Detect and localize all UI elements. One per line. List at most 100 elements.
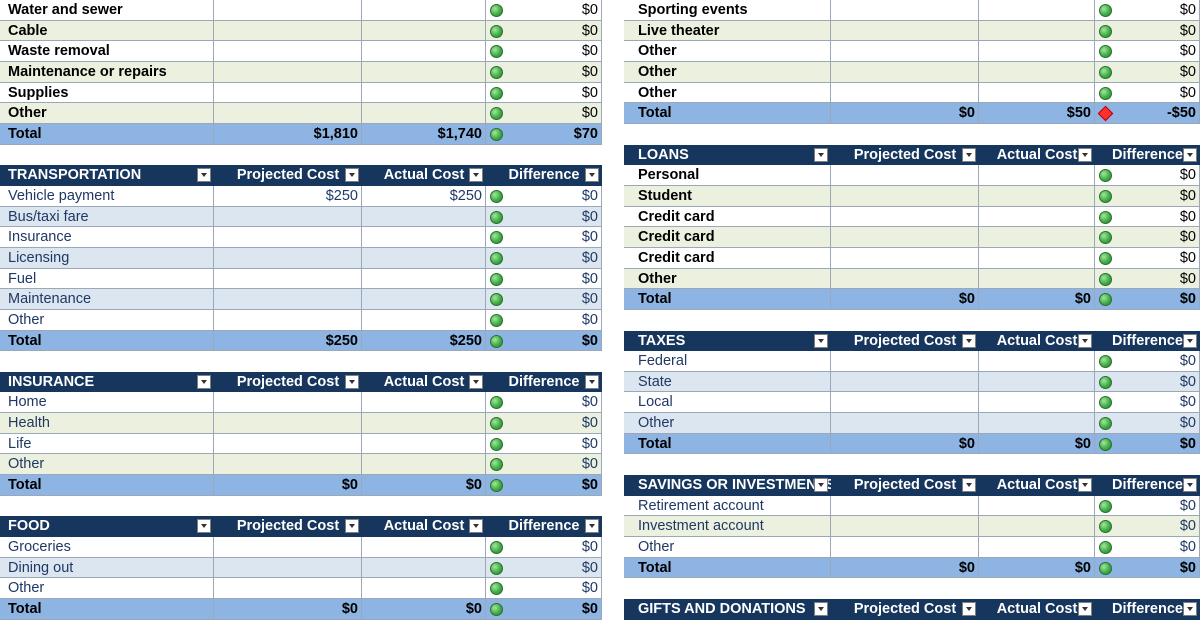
actual-cost-cell[interactable]	[979, 268, 1095, 290]
filter-dropdown-icon[interactable]	[345, 168, 359, 183]
projected-cost-cell[interactable]: $250	[214, 330, 362, 352]
filter-dropdown-icon[interactable]	[345, 374, 359, 389]
filter-dropdown-icon[interactable]	[1183, 147, 1197, 162]
projected-cost-cell[interactable]	[831, 351, 979, 372]
filter-dropdown-icon[interactable]	[197, 374, 211, 389]
actual-cost-cell[interactable]: $0	[362, 599, 486, 620]
projected-cost-cell[interactable]	[831, 61, 979, 83]
projected-cost-cell[interactable]: $0	[831, 557, 979, 579]
actual-cost-cell[interactable]	[979, 227, 1095, 248]
projected-cost-cell[interactable]	[831, 537, 979, 558]
projected-cost-cell[interactable]	[831, 268, 979, 290]
projected-cost-cell[interactable]	[831, 165, 979, 186]
projected-cost-cell[interactable]	[214, 20, 362, 42]
actual-cost-cell[interactable]	[362, 557, 486, 579]
filter-dropdown-icon[interactable]	[1078, 147, 1092, 162]
projected-cost-cell[interactable]: $0	[831, 433, 979, 455]
projected-cost-cell[interactable]	[214, 454, 362, 476]
projected-cost-cell[interactable]	[831, 0, 979, 21]
filter-dropdown-icon[interactable]	[962, 333, 976, 348]
actual-cost-cell[interactable]	[979, 516, 1095, 538]
filter-dropdown-icon[interactable]	[1078, 333, 1092, 348]
actual-cost-cell[interactable]	[362, 268, 486, 290]
projected-cost-cell[interactable]: $0	[214, 599, 362, 620]
actual-cost-cell[interactable]	[362, 433, 486, 455]
actual-cost-cell[interactable]	[362, 289, 486, 310]
actual-cost-cell[interactable]	[362, 537, 486, 558]
projected-cost-cell[interactable]	[831, 20, 979, 42]
filter-dropdown-icon[interactable]	[814, 147, 828, 162]
projected-cost-cell[interactable]	[214, 309, 362, 331]
projected-cost-cell[interactable]	[214, 82, 362, 104]
actual-cost-cell[interactable]	[362, 61, 486, 83]
actual-cost-cell[interactable]	[362, 20, 486, 42]
actual-cost-cell[interactable]	[979, 185, 1095, 207]
projected-cost-cell[interactable]: $0	[831, 103, 979, 124]
filter-dropdown-icon[interactable]	[814, 333, 828, 348]
projected-cost-cell[interactable]	[831, 41, 979, 62]
filter-dropdown-icon[interactable]	[469, 374, 483, 389]
actual-cost-cell[interactable]	[362, 0, 486, 21]
projected-cost-cell[interactable]	[214, 206, 362, 228]
actual-cost-cell[interactable]	[979, 41, 1095, 62]
actual-cost-cell[interactable]: $0	[979, 557, 1095, 579]
actual-cost-cell[interactable]: $250	[362, 330, 486, 352]
projected-cost-cell[interactable]	[214, 289, 362, 310]
actual-cost-cell[interactable]: $250	[362, 185, 486, 207]
filter-dropdown-icon[interactable]	[197, 168, 211, 183]
actual-cost-cell[interactable]	[362, 247, 486, 269]
filter-dropdown-icon[interactable]	[1183, 333, 1197, 348]
filter-dropdown-icon[interactable]	[1078, 478, 1092, 493]
filter-dropdown-icon[interactable]	[345, 519, 359, 534]
actual-cost-cell[interactable]	[979, 61, 1095, 83]
actual-cost-cell[interactable]	[979, 371, 1095, 393]
projected-cost-cell[interactable]	[214, 433, 362, 455]
actual-cost-cell[interactable]: $0	[979, 289, 1095, 310]
filter-dropdown-icon[interactable]	[585, 168, 599, 183]
actual-cost-cell[interactable]	[979, 495, 1095, 517]
projected-cost-cell[interactable]	[214, 537, 362, 558]
projected-cost-cell[interactable]	[214, 578, 362, 600]
actual-cost-cell[interactable]	[979, 82, 1095, 104]
projected-cost-cell[interactable]	[214, 392, 362, 414]
actual-cost-cell[interactable]: $0	[979, 433, 1095, 455]
actual-cost-cell[interactable]: $1,740	[362, 123, 486, 145]
projected-cost-cell[interactable]	[214, 103, 362, 124]
actual-cost-cell[interactable]	[979, 351, 1095, 372]
projected-cost-cell[interactable]	[214, 247, 362, 269]
projected-cost-cell[interactable]	[214, 41, 362, 62]
actual-cost-cell[interactable]	[979, 413, 1095, 434]
projected-cost-cell[interactable]	[831, 82, 979, 104]
projected-cost-cell[interactable]	[831, 185, 979, 207]
actual-cost-cell[interactable]	[362, 578, 486, 600]
actual-cost-cell[interactable]	[979, 0, 1095, 21]
actual-cost-cell[interactable]	[362, 41, 486, 62]
filter-dropdown-icon[interactable]	[1183, 478, 1197, 493]
actual-cost-cell[interactable]	[362, 309, 486, 331]
filter-dropdown-icon[interactable]	[962, 602, 976, 617]
actual-cost-cell[interactable]	[979, 206, 1095, 228]
projected-cost-cell[interactable]	[831, 247, 979, 269]
actual-cost-cell[interactable]	[362, 227, 486, 248]
projected-cost-cell[interactable]: $250	[214, 185, 362, 207]
actual-cost-cell[interactable]	[362, 103, 486, 124]
filter-dropdown-icon[interactable]	[962, 147, 976, 162]
actual-cost-cell[interactable]	[979, 537, 1095, 558]
actual-cost-cell[interactable]	[362, 82, 486, 104]
projected-cost-cell[interactable]	[831, 206, 979, 228]
projected-cost-cell[interactable]	[214, 227, 362, 248]
filter-dropdown-icon[interactable]	[585, 519, 599, 534]
actual-cost-cell[interactable]	[979, 247, 1095, 269]
projected-cost-cell[interactable]	[214, 61, 362, 83]
actual-cost-cell[interactable]	[979, 165, 1095, 186]
filter-dropdown-icon[interactable]	[962, 478, 976, 493]
projected-cost-cell[interactable]	[214, 413, 362, 434]
actual-cost-cell[interactable]	[362, 392, 486, 414]
actual-cost-cell[interactable]	[362, 413, 486, 434]
actual-cost-cell[interactable]: $0	[362, 475, 486, 496]
actual-cost-cell[interactable]	[979, 20, 1095, 42]
filter-dropdown-icon[interactable]	[814, 478, 828, 493]
filter-dropdown-icon[interactable]	[197, 519, 211, 534]
projected-cost-cell[interactable]	[214, 557, 362, 579]
projected-cost-cell[interactable]	[831, 413, 979, 434]
